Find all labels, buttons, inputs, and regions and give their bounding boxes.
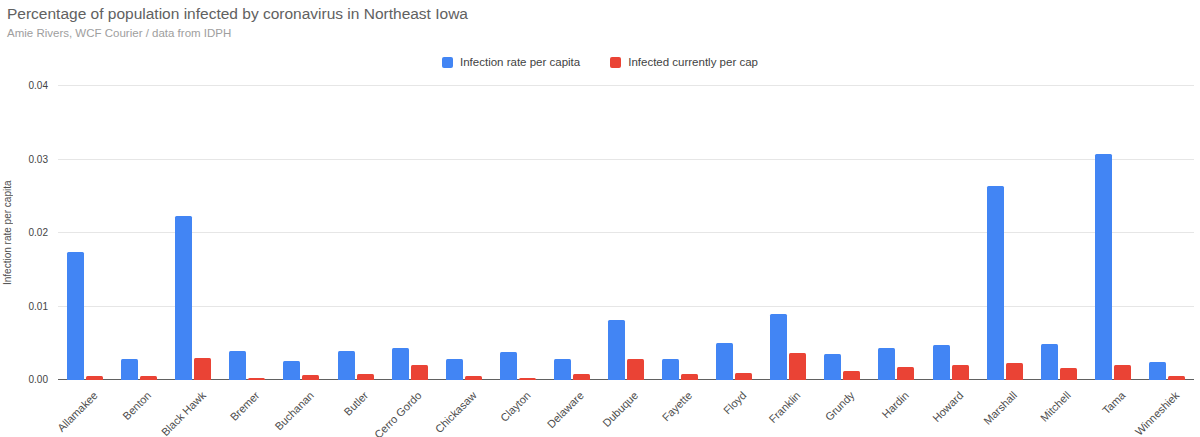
bar-group-fayette [653, 85, 707, 380]
chart-legend: Infection rate per capita Infected curren… [0, 56, 1200, 68]
y-axis-ticks: 0.00 0.01 0.02 0.03 0.04 [0, 0, 50, 437]
bar-infection-rate[interactable] [392, 348, 409, 380]
bar-infected-currently[interactable] [789, 353, 806, 380]
bar-infection-rate[interactable] [662, 359, 679, 380]
bar-infection-rate[interactable] [446, 359, 463, 380]
x-tick-label: Chickasaw [432, 389, 478, 435]
bar-infection-rate[interactable] [229, 351, 246, 380]
x-tick-label: Benton [120, 389, 153, 422]
bar-group-marshall [978, 85, 1032, 380]
bar-infected-currently[interactable] [1006, 363, 1023, 380]
legend-label: Infected currently per cap [628, 56, 758, 68]
bar-group-allamakee [58, 85, 112, 380]
chart-title: Percentage of population infected by cor… [7, 5, 468, 23]
bar-infection-rate[interactable] [1041, 344, 1058, 380]
x-tick-label: Winneshiek [1133, 389, 1182, 437]
bar-group-hardin [869, 85, 923, 380]
bar-infection-rate[interactable] [67, 252, 84, 380]
x-tick-label: Black Hawk [159, 389, 208, 437]
x-tick-label: Fayette [660, 389, 694, 423]
x-tick-label: Grundy [823, 389, 857, 423]
bar-infection-rate[interactable] [1149, 362, 1166, 380]
bar-infection-rate[interactable] [554, 359, 571, 380]
x-tick-label: Tama [1100, 389, 1128, 417]
bar-infected-currently[interactable] [194, 358, 211, 380]
bar-group-mitchell [1032, 85, 1086, 380]
x-tick-label: Allamakee [55, 389, 100, 434]
bar-group-winneshiek [1140, 85, 1194, 380]
bar-group-dubuque [599, 85, 653, 380]
bar-infection-rate[interactable] [716, 343, 733, 380]
x-tick-label: Franklin [767, 389, 803, 425]
bar-infection-rate[interactable] [770, 314, 787, 380]
bar-infected-currently[interactable] [897, 367, 914, 380]
x-tick-label: Dubuque [600, 389, 640, 429]
y-tick-label: 0.00 [0, 374, 48, 385]
bar-infected-currently[interactable] [627, 359, 644, 380]
bar-infection-rate[interactable] [500, 352, 517, 380]
x-tick-label: Floyd [721, 389, 749, 417]
x-tick-label: Clayton [497, 389, 532, 424]
bar-group-butler [328, 85, 382, 380]
bar-infected-currently[interactable] [411, 365, 428, 380]
bar-group-black-hawk [166, 85, 220, 380]
plot-area [58, 85, 1194, 380]
bar-infection-rate[interactable] [175, 216, 192, 380]
bar-infected-currently[interactable] [843, 371, 860, 380]
bar-group-floyd [707, 85, 761, 380]
bar-group-bremer [220, 85, 274, 380]
bar-group-chickasaw [437, 85, 491, 380]
bar-group-clayton [491, 85, 545, 380]
bar-group-buchanan [274, 85, 328, 380]
y-tick-label: 0.02 [0, 227, 48, 238]
bar-group-grundy [815, 85, 869, 380]
bar-group-delaware [545, 85, 599, 380]
x-axis-labels: Allamakee BentonBlack Hawk Bremer Buchanan B… [58, 380, 1194, 437]
bar-infected-currently[interactable] [1060, 368, 1077, 380]
legend-item-series-0[interactable]: Infection rate per capita [442, 56, 580, 68]
x-tick-label: Mitchell [1038, 389, 1073, 424]
bar-infection-rate[interactable] [338, 351, 355, 380]
bar-infection-rate[interactable] [987, 186, 1004, 380]
legend-swatch-icon [610, 57, 621, 68]
bar-infection-rate[interactable] [608, 320, 625, 380]
bar-infection-rate[interactable] [878, 348, 895, 380]
bar-infection-rate[interactable] [283, 361, 300, 380]
x-tick-label: Bremer [228, 389, 262, 423]
bar-group-tama [1086, 85, 1140, 380]
legend-swatch-icon [442, 57, 453, 68]
legend-item-series-1[interactable]: Infected currently per cap [610, 56, 758, 68]
y-tick-label: 0.03 [0, 154, 48, 165]
bar-group-franklin [761, 85, 815, 380]
x-tick-label: Butler [341, 389, 370, 418]
bar-group-howard [924, 85, 978, 380]
bar-infection-rate[interactable] [1095, 154, 1112, 380]
bar-group-benton [112, 85, 166, 380]
x-tick-label: Buchanan [272, 389, 316, 433]
x-tick-label: Delaware [545, 389, 586, 430]
bar-infected-currently[interactable] [952, 365, 969, 380]
chart-canvas: Percentage of population infected by cor… [0, 0, 1200, 437]
y-tick-label: 0.01 [0, 301, 48, 312]
y-tick-label: 0.04 [0, 80, 48, 91]
x-tick-label: Howard [930, 389, 965, 424]
bar-infected-currently[interactable] [735, 373, 752, 380]
legend-label: Infection rate per capita [460, 56, 580, 68]
bar-infected-currently[interactable] [1114, 365, 1131, 380]
bar-infection-rate[interactable] [933, 345, 950, 380]
x-tick-label: Cerro Gordo [372, 389, 424, 437]
x-tick-label: Hardin [880, 389, 911, 420]
bar-infection-rate[interactable] [121, 359, 138, 380]
x-tick-label: Marshall [981, 389, 1019, 427]
bar-group-cerro-gordo [383, 85, 437, 380]
bar-infection-rate[interactable] [824, 354, 841, 380]
